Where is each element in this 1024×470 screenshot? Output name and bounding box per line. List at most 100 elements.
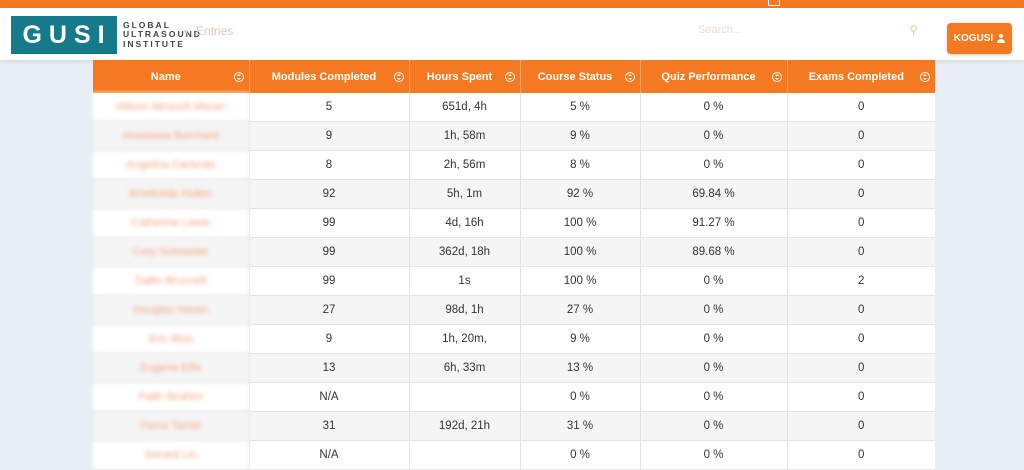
- cell-name[interactable]: Eric Bisa: [93, 324, 250, 354]
- cell-quiz-performance: 0 %: [640, 382, 788, 412]
- cell-hours-spent: 192d, 21h: [409, 411, 521, 441]
- sort-icon[interactable]: [233, 71, 244, 82]
- cell-quiz-performance: 69.84 %: [640, 179, 788, 209]
- cell-quiz-performance: 0 %: [640, 324, 788, 354]
- table-row[interactable]: Douglas Haven 27 98d, 1h 27 % 0 % 0: [93, 295, 935, 325]
- cell-modules-completed: 8: [249, 150, 410, 180]
- cell-quiz-performance: 91.27 %: [640, 208, 788, 238]
- table-row[interactable]: Anastasia Borchard 9 1h, 58m 9 % 0 % 0: [93, 121, 935, 151]
- cell-course-status: 100 %: [520, 266, 641, 296]
- sort-icon[interactable]: [920, 71, 930, 82]
- cell-modules-completed: 99: [249, 266, 410, 296]
- search-input[interactable]: Search... ⚲: [698, 23, 918, 37]
- column-header-exams-completed[interactable]: Exams Completed: [787, 60, 935, 93]
- cell-hours-spent: 362d, 18h: [409, 237, 521, 267]
- cell-hours-spent: 1s: [409, 266, 521, 296]
- cell-course-status: 5 %: [520, 93, 641, 122]
- column-header-course-status[interactable]: Course Status: [520, 60, 641, 93]
- cell-modules-completed: 9: [249, 324, 410, 354]
- table-row[interactable]: Eugene Ellis 13 6h, 33m 13 % 0 % 0: [93, 353, 935, 383]
- cell-modules-completed: 9: [249, 121, 410, 151]
- cell-modules-completed: 27: [249, 295, 410, 325]
- cell-name[interactable]: Gerard Lin: [93, 440, 250, 470]
- table-row[interactable]: Brookside Hollen 92 5h, 1m 92 % 69.84 % 0: [93, 179, 935, 209]
- cell-exams-completed: 0: [787, 93, 935, 122]
- cell-name[interactable]: Anastasia Borchard: [93, 121, 250, 151]
- column-header-modules-completed[interactable]: Modules Completed: [249, 60, 410, 93]
- table-header: Name Modules Completed Hours Spent Course S…: [93, 60, 935, 93]
- column-header-quiz-performance[interactable]: Quiz Performance: [640, 60, 788, 93]
- sort-icon[interactable]: [504, 71, 515, 82]
- column-header-hours-spent[interactable]: Hours Spent: [409, 60, 521, 93]
- cell-hours-spent: [409, 382, 521, 412]
- cell-course-status: 100 %: [520, 237, 641, 267]
- cell-exams-completed: 0: [787, 237, 935, 267]
- cell-hours-spent: [409, 440, 521, 470]
- table-row[interactable]: Eric Bisa 9 1h, 20m, 9 % 0 % 0: [93, 324, 935, 354]
- cell-hours-spent: 5h, 1m: [409, 179, 521, 209]
- user-icon: [997, 34, 1006, 43]
- cell-exams-completed: 0: [787, 179, 935, 209]
- cell-course-status: 9 %: [520, 324, 641, 354]
- cell-name[interactable]: Angelina Carlsnäs: [93, 150, 250, 180]
- cell-quiz-performance: 0 %: [640, 295, 788, 325]
- cell-quiz-performance: 0 %: [640, 411, 788, 441]
- table-row[interactable]: Cory Schneider 99 362d, 18h 100 % 89.68 % 0: [93, 237, 935, 267]
- cell-modules-completed: 5: [249, 93, 410, 122]
- cell-name[interactable]: Cory Schneider: [93, 237, 250, 267]
- user-name-label: KOGUSI: [953, 33, 994, 44]
- table-row[interactable]: Dallin Brunnell 99 1s 100 % 0 % 2: [93, 266, 935, 296]
- cell-quiz-performance: 0 %: [640, 121, 788, 151]
- cell-name[interactable]: Catherine Lewis: [93, 208, 250, 238]
- cell-exams-completed: 2: [787, 266, 935, 296]
- cell-exams-completed: 0: [787, 411, 935, 441]
- logo-line-2: ULTRASOUND: [123, 29, 202, 40]
- table-row[interactable]: Allison Akrouch Meuer 5 651d, 4h 5 % 0 % 0: [93, 93, 935, 122]
- cell-hours-spent: 2h, 56m: [409, 150, 521, 180]
- cell-name[interactable]: Allison Akrouch Meuer: [93, 93, 250, 122]
- table-row[interactable]: Angelina Carlsnäs 8 2h, 56m 8 % 0 % 0: [93, 150, 935, 180]
- cell-modules-completed: 99: [249, 208, 410, 238]
- cell-exams-completed: 0: [787, 324, 935, 354]
- cell-name[interactable]: Eugene Ellis: [93, 353, 250, 383]
- calendar-icon[interactable]: [768, 0, 780, 6]
- column-header-label: Modules Completed: [271, 70, 377, 83]
- cell-course-status: 9 %: [520, 121, 641, 151]
- cell-exams-completed: 0: [787, 440, 935, 470]
- cell-name[interactable]: Brookside Hollen: [93, 179, 250, 209]
- cell-modules-completed: N/A: [249, 382, 410, 412]
- sort-icon[interactable]: [624, 71, 635, 82]
- column-header-name[interactable]: Name: [93, 60, 250, 93]
- cell-name[interactable]: Faith Ibrahim: [93, 382, 250, 412]
- cell-name[interactable]: Dallin Brunnell: [93, 266, 250, 296]
- table-body: Allison Akrouch Meuer 5 651d, 4h 5 % 0 % 0 Ana…: [93, 93, 935, 470]
- search-placeholder: Search...: [698, 24, 743, 36]
- table-row[interactable]: Gerard Lin N/A 0 % 0 % 0: [93, 440, 935, 470]
- sort-icon[interactable]: [771, 71, 782, 82]
- cell-quiz-performance: 0 %: [640, 93, 788, 122]
- progress-table: Name Modules Completed Hours Spent Course S…: [93, 60, 935, 470]
- entries-label: Entries: [195, 24, 234, 38]
- chevron-down-icon: ▼: [182, 28, 190, 37]
- table-row[interactable]: Catherine Lewis 99 4d, 16h 100 % 91.27 % 0: [93, 208, 935, 238]
- cell-course-status: 92 %: [520, 179, 641, 209]
- cell-hours-spent: 4d, 16h: [409, 208, 521, 238]
- cell-course-status: 31 %: [520, 411, 641, 441]
- cell-exams-completed: 0: [787, 382, 935, 412]
- cell-modules-completed: N/A: [249, 440, 410, 470]
- cell-name[interactable]: Fiona Tamel: [93, 411, 250, 441]
- cell-name[interactable]: Douglas Haven: [93, 295, 250, 325]
- cell-course-status: 27 %: [520, 295, 641, 325]
- cell-hours-spent: 651d, 4h: [409, 93, 521, 122]
- cell-hours-spent: 1h, 58m: [409, 121, 521, 151]
- cell-quiz-performance: 0 %: [640, 353, 788, 383]
- table-row[interactable]: Fiona Tamel 31 192d, 21h 31 % 0 % 0: [93, 411, 935, 441]
- cell-quiz-performance: 0 %: [640, 150, 788, 180]
- cell-hours-spent: 98d, 1h: [409, 295, 521, 325]
- cell-course-status: 0 %: [520, 382, 641, 412]
- entries-select[interactable]: ▼ Entries: [182, 24, 233, 38]
- table-row[interactable]: Faith Ibrahim N/A 0 % 0 % 0: [93, 382, 935, 412]
- user-account-button[interactable]: KOGUSI: [947, 23, 1012, 54]
- sort-icon[interactable]: [393, 71, 404, 82]
- gusi-logo[interactable]: GUSI GLOBAL ULTRASOUND INSTITUTE: [11, 16, 202, 54]
